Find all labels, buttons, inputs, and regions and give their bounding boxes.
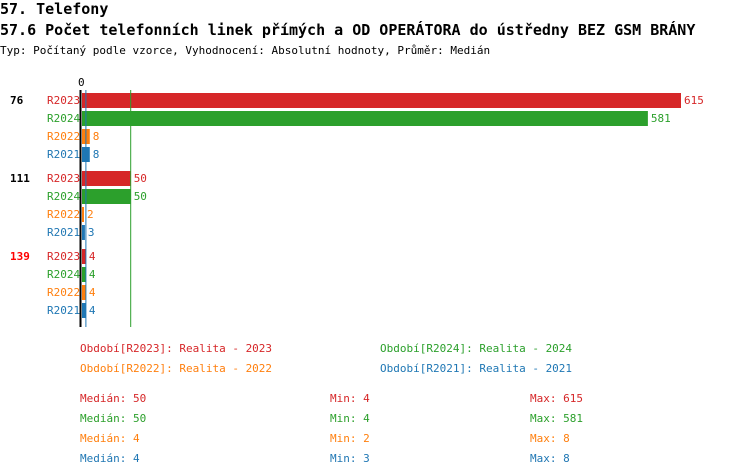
legend-item: Období[R2022]: Realita - 2022 bbox=[80, 362, 273, 375]
series-label: R2024 bbox=[47, 112, 80, 125]
data-label: 8 bbox=[93, 130, 100, 143]
chart-subtitle: Typ: Počítaný podle vzorce, Vyhodnocení:… bbox=[0, 44, 491, 57]
series-label: R2023 bbox=[47, 250, 80, 263]
data-label: 4 bbox=[89, 286, 96, 299]
chart-title: 57.6 Počet telefonních linek přímých a O… bbox=[0, 21, 696, 39]
data-label: 50 bbox=[134, 172, 147, 185]
stat-min: Min: 4 bbox=[330, 412, 370, 425]
section-title: 57. Telefony bbox=[0, 0, 109, 18]
series-label: R2021 bbox=[47, 304, 80, 317]
data-label: 581 bbox=[651, 112, 671, 125]
bar bbox=[82, 189, 131, 204]
series-label: R2024 bbox=[47, 268, 80, 281]
series-label: R2022 bbox=[47, 286, 80, 299]
category-label: 139 bbox=[10, 250, 30, 263]
bar bbox=[82, 225, 85, 240]
stat-max: Max: 581 bbox=[530, 412, 583, 425]
data-label: 8 bbox=[93, 148, 100, 161]
data-label: 4 bbox=[89, 304, 96, 317]
stat-min: Min: 4 bbox=[330, 392, 370, 405]
stat-median: Medián: 4 bbox=[80, 432, 140, 445]
bar bbox=[82, 207, 84, 222]
x-tick-label: 0 bbox=[78, 76, 85, 89]
legend-item: Období[R2023]: Realita - 2023 bbox=[80, 342, 273, 355]
series-label: R2022 bbox=[47, 208, 80, 221]
stat-median: Medián: 50 bbox=[80, 392, 147, 405]
series-label: R2021 bbox=[47, 148, 80, 161]
category-label: 111 bbox=[10, 172, 30, 185]
bar bbox=[82, 111, 648, 126]
data-label: 4 bbox=[89, 268, 96, 281]
legend-item: Období[R2024]: Realita - 2024 bbox=[380, 342, 573, 355]
data-label: 4 bbox=[89, 250, 96, 263]
series-label: R2024 bbox=[47, 190, 80, 203]
stat-max: Max: 615 bbox=[530, 392, 583, 405]
data-label: 50 bbox=[134, 190, 147, 203]
bar bbox=[82, 249, 86, 264]
bar bbox=[82, 93, 681, 108]
stat-max: Max: 8 bbox=[530, 452, 570, 465]
stat-min: Min: 3 bbox=[330, 452, 370, 465]
bar bbox=[82, 267, 86, 282]
data-label: 615 bbox=[684, 94, 704, 107]
bar bbox=[82, 303, 86, 318]
legend-item: Období[R2021]: Realita - 2021 bbox=[380, 362, 573, 375]
series-label: R2021 bbox=[47, 226, 80, 239]
series-label: R2022 bbox=[47, 130, 80, 143]
data-label: 3 bbox=[88, 226, 95, 239]
stat-min: Min: 2 bbox=[330, 432, 370, 445]
bar bbox=[82, 171, 131, 186]
stat-max: Max: 8 bbox=[530, 432, 570, 445]
series-label: R2023 bbox=[47, 94, 80, 107]
stat-median: Medián: 50 bbox=[80, 412, 147, 425]
data-label: 2 bbox=[87, 208, 94, 221]
bar bbox=[82, 285, 86, 300]
category-label: 76 bbox=[10, 94, 24, 107]
series-label: R2023 bbox=[47, 172, 80, 185]
stat-median: Medián: 4 bbox=[80, 452, 140, 465]
